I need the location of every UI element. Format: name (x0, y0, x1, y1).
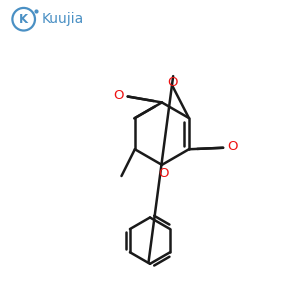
Text: O: O (113, 89, 124, 102)
Text: O: O (167, 76, 178, 89)
Text: O: O (158, 167, 169, 180)
Text: K: K (19, 13, 28, 26)
Text: O: O (227, 140, 238, 153)
Text: Kuujia: Kuujia (41, 12, 84, 26)
